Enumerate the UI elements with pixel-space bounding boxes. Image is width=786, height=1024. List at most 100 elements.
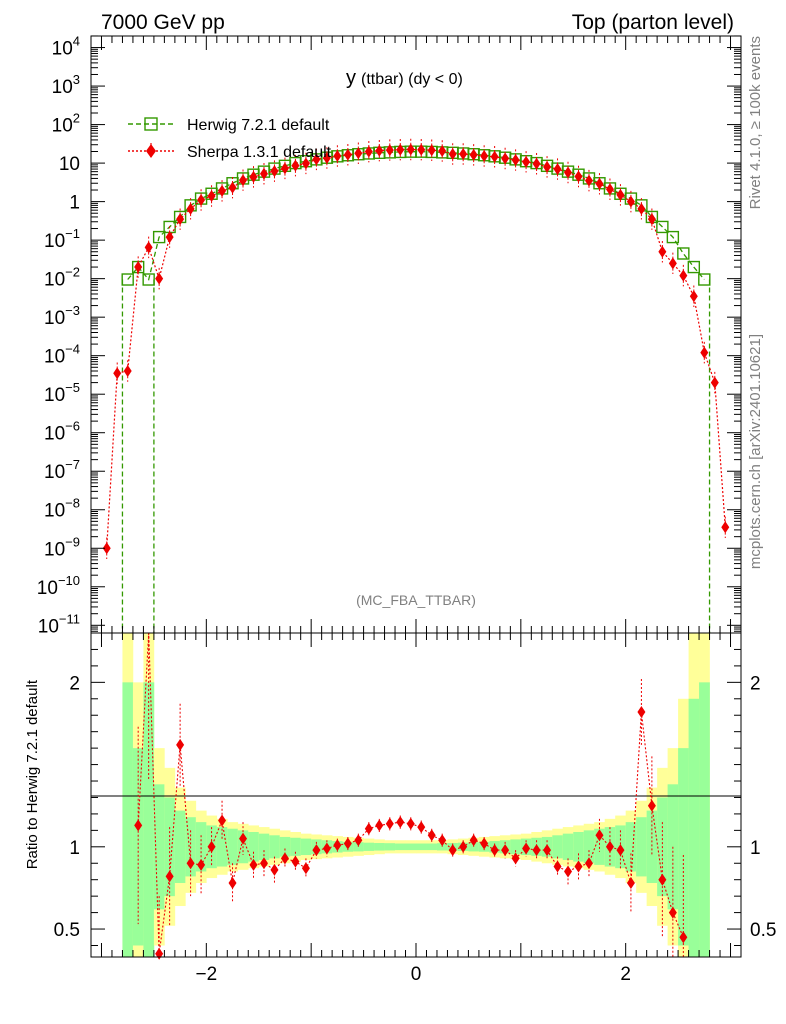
- sherpa-point: [333, 149, 342, 162]
- main-y-tick-label: 10−4: [44, 342, 80, 368]
- main-y-tick-base: 10: [37, 578, 58, 599]
- ratio-band-inner: [636, 817, 647, 877]
- sherpa-point: [459, 148, 468, 161]
- ratio-band-inner: [363, 842, 375, 851]
- sherpa-point: [249, 170, 258, 183]
- main-y-tick-exponent: 3: [73, 72, 80, 87]
- sherpa-point: [511, 154, 520, 167]
- sherpa-point: [343, 148, 352, 161]
- main-y-tick-label: 10−7: [44, 457, 80, 483]
- main-y-tick-exponent: −7: [65, 457, 80, 472]
- ratio-band-inner: [384, 843, 396, 851]
- sherpa-point: [626, 195, 635, 208]
- ratio-point: [584, 857, 593, 870]
- legend-entry-sherpa: Sherpa 1.3.1 default: [128, 143, 332, 161]
- sherpa-point: [427, 144, 436, 157]
- main-y-tick-label: 10−1: [44, 226, 80, 252]
- main-y-tick-label: 10−10: [37, 573, 80, 599]
- legend-entry-herwig: Herwig 7.2.1 default: [128, 117, 330, 134]
- sherpa-point: [239, 174, 248, 187]
- main-y-tick-label: 104: [52, 34, 80, 60]
- main-y-tick-label: 10−2: [44, 265, 80, 291]
- ratio-point: [511, 852, 520, 865]
- main-y-tick-label: 10−5: [44, 380, 80, 406]
- sherpa-point: [228, 181, 237, 194]
- ratio-point: [134, 819, 143, 832]
- sherpa-point: [375, 144, 384, 157]
- plot-title-sub: (ttbar) (dy < 0): [361, 71, 463, 88]
- sherpa-point: [584, 174, 593, 187]
- header-process: Top (parton level): [572, 11, 734, 34]
- main-y-tick-base: 10: [38, 616, 59, 637]
- ratio-point: [301, 862, 310, 875]
- ratio-band-inner: [122, 682, 134, 957]
- rivet-label: Rivet 4.1.0, ≥ 100k events: [747, 36, 764, 209]
- ratio-band-inner: [416, 843, 427, 851]
- sherpa-point: [532, 157, 541, 170]
- main-y-tick-exponent: −11: [59, 611, 80, 626]
- ratio-point: [239, 832, 248, 845]
- herwig-point: [152, 230, 166, 244]
- main-y-tick-exponent: −1: [65, 226, 80, 241]
- analysis-label: (MC_FBA_TTBAR): [356, 592, 476, 608]
- ratio-frame: [90, 632, 742, 958]
- main-y-tick-base: 10: [44, 424, 65, 445]
- ratio-band-inner: [174, 810, 186, 883]
- main-y-tick-label: 10: [59, 154, 80, 175]
- sherpa-point: [574, 170, 583, 183]
- ratio-point: [312, 844, 321, 857]
- sherpa-point: [280, 162, 289, 175]
- ratio-point: [176, 738, 185, 751]
- main-y-tick-label: 1: [69, 193, 80, 214]
- ratio-point: [333, 839, 342, 852]
- main-y-tick-exponent: −5: [65, 380, 80, 395]
- ratio-point: [385, 817, 394, 830]
- ratio-series-layer: [134, 632, 688, 960]
- ratio-band-inner: [300, 838, 312, 856]
- ratio-point: [228, 876, 237, 889]
- sherpa-point: [721, 521, 730, 534]
- ratio-y-tick-label-right: 2: [750, 673, 761, 694]
- ratio-band-inner: [374, 843, 385, 851]
- sherpa-point: [123, 365, 132, 378]
- main-y-axis: 10410310210110−110−210−310−410−510−610−7…: [37, 34, 741, 637]
- sherpa-point: [312, 153, 321, 166]
- x-tick-label: 0: [411, 964, 422, 985]
- ratio-band-inner: [562, 833, 574, 860]
- x-tick-label: −2: [195, 964, 217, 985]
- sherpa-point: [438, 145, 447, 158]
- sherpa-point: [564, 166, 573, 179]
- ratio-point: [626, 876, 635, 889]
- ratio-band-inner: [426, 843, 438, 851]
- ratio-point: [616, 844, 625, 857]
- herwig-point: [656, 220, 669, 234]
- ratio-point: [647, 799, 656, 812]
- sherpa-point: [469, 148, 478, 161]
- ratio-band-inner: [395, 843, 406, 851]
- series-sherpa: [102, 138, 730, 560]
- main-y-tick-base: 1: [69, 193, 80, 214]
- herwig-point: [142, 273, 155, 286]
- main-y-tick-label: 10−11: [38, 611, 80, 637]
- main-panel: 10410310210110−110−210−310−410−510−610−7…: [37, 34, 742, 637]
- ratio-point: [459, 840, 468, 853]
- ratio-point: [658, 873, 667, 886]
- main-y-tick-label: 10−6: [44, 419, 80, 445]
- sherpa-point: [700, 346, 709, 359]
- sherpa-point: [144, 241, 153, 254]
- main-y-tick-label: 10−8: [44, 496, 80, 522]
- sherpa-point: [490, 150, 499, 163]
- main-y-tick-base: 10: [44, 385, 65, 406]
- ratio-point: [637, 705, 646, 718]
- sherpa-point: [113, 367, 122, 380]
- sherpa-point: [259, 167, 268, 180]
- ratio-band-inner: [153, 784, 165, 910]
- herwig-line: [127, 151, 705, 281]
- ratio-point: [218, 814, 227, 827]
- ratio-band-inner: [510, 839, 522, 855]
- sherpa-line: [106, 148, 726, 549]
- ratio-point: [595, 829, 604, 842]
- ratio-point: [343, 837, 352, 850]
- ratio-point: [186, 857, 195, 870]
- ratio-point: [417, 821, 426, 834]
